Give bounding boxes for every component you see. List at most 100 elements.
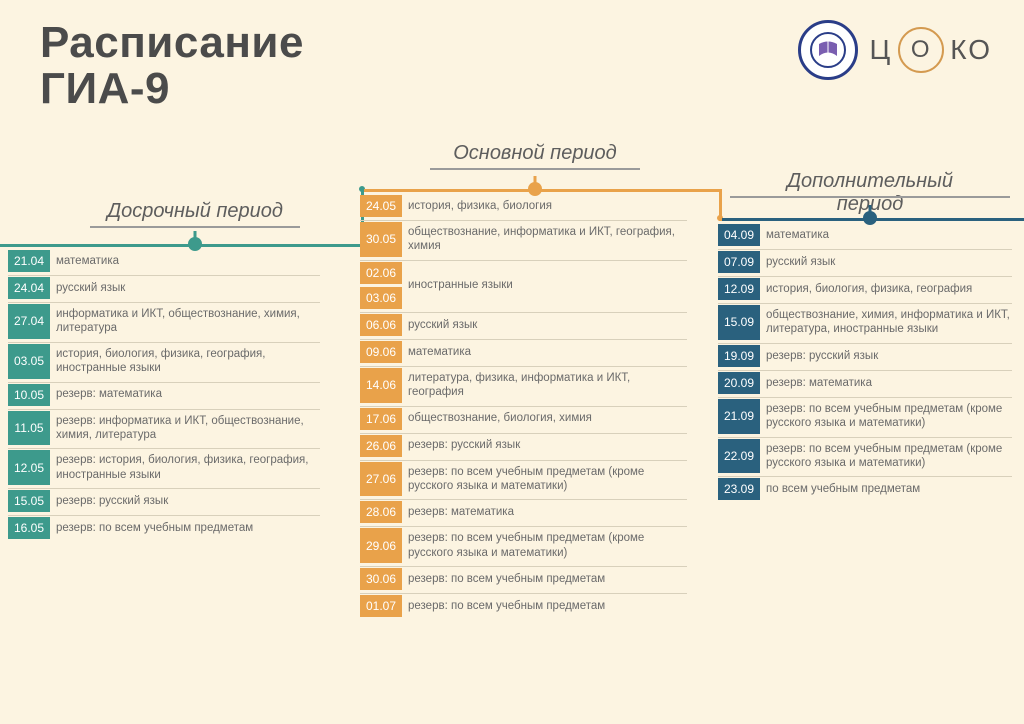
schedule-row: 27.04информатика и ИКТ, обществознание, … — [8, 304, 320, 339]
title-line-2: ГИА-9 — [40, 66, 304, 112]
date-cell: 15.09 — [718, 305, 760, 340]
schedule-row: 15.05резерв: русский язык — [8, 490, 320, 512]
subject-cell: обществознание, биология, химия — [402, 408, 687, 430]
date-cell: 27.04 — [8, 304, 50, 339]
subject-cell: резерв: по всем учебным предметам (кроме… — [402, 528, 687, 563]
timeline-dot-icon — [528, 182, 542, 196]
date-cell: 30.06 — [360, 568, 402, 590]
date-cell: 15.05 — [8, 490, 50, 512]
date-cell: 03.05 — [8, 344, 50, 379]
date-cell: 10.05 — [8, 384, 50, 406]
subject-cell: резерв: история, биология, физика, геогр… — [50, 450, 320, 485]
schedule-row: 21.09резерв: по всем учебным предметам (… — [718, 399, 1012, 434]
subject-cell: литература, физика, информатика и ИКТ, г… — [402, 368, 687, 403]
date-cell: 12.09 — [718, 278, 760, 300]
subject-cell: резерв: русский язык — [760, 345, 1012, 367]
schedule-row: 14.06литература, физика, информатика и И… — [360, 368, 687, 403]
date-cell: 19.09 — [718, 345, 760, 367]
schedule-row: 19.09резерв: русский язык — [718, 345, 1012, 367]
logos: Ц О КО — [798, 20, 993, 80]
schedule-row: 23.09по всем учебным предметам — [718, 478, 1012, 500]
subject-cell: резерв: математика — [50, 384, 320, 406]
schedule-row: 11.05резерв: информатика и ИКТ, общество… — [8, 411, 320, 446]
timeline-dot-icon — [188, 237, 202, 251]
date-cell: 17.06 — [360, 408, 402, 430]
subject-cell: резерв: русский язык — [402, 435, 687, 457]
date-cell: 24.05 — [360, 195, 402, 217]
date-cell: 04.09 — [718, 224, 760, 246]
subject-cell: информатика и ИКТ, обществознание, химия… — [50, 304, 320, 339]
schedule-row: 03.05история, биология, физика, географи… — [8, 344, 320, 379]
date-cell: 03.06 — [360, 287, 402, 309]
date-cell: 27.06 — [360, 462, 402, 497]
date-cell: 29.06 — [360, 528, 402, 563]
period-column: 21.04математика24.04русский язык27.04инф… — [8, 250, 320, 542]
schedule-row: 12.05резерв: история, биология, физика, … — [8, 450, 320, 485]
subject-cell: русский язык — [402, 314, 687, 336]
subject-cell: история, физика, биология — [402, 195, 687, 217]
period-column: 24.05история, физика, биология30.05общес… — [360, 195, 687, 620]
schedule-row: 01.07резерв: по всем учебным предметам — [360, 595, 687, 617]
timeline-dot-icon — [863, 211, 877, 225]
schedule-row: 16.05резерв: по всем учебным предметам — [8, 517, 320, 539]
subject-cell: история, биология, физика, география, ин… — [50, 344, 320, 379]
date-cell: 11.05 — [8, 411, 50, 446]
period-title: Досрочный период — [107, 200, 283, 223]
schedule-row: 12.09история, биология, физика, географи… — [718, 278, 1012, 300]
schedule-row: 02.06 03.06иностранные языки — [360, 262, 687, 309]
date-cell: 14.06 — [360, 368, 402, 403]
date-cell: 21.09 — [718, 399, 760, 434]
date-cell: 01.07 — [360, 595, 402, 617]
schedule-row: 21.04математика — [8, 250, 320, 272]
date-cell: 02.06 — [360, 262, 402, 284]
date-cell: 12.05 — [8, 450, 50, 485]
date-cell: 09.06 — [360, 341, 402, 363]
schedule-row: 15.09обществознание, химия, информатика … — [718, 305, 1012, 340]
schedule-row: 24.05история, физика, биология — [360, 195, 687, 217]
schedule-row: 30.06резерв: по всем учебным предметам — [360, 568, 687, 590]
schedule-row: 27.06резерв: по всем учебным предметам (… — [360, 462, 687, 497]
schedule-row: 04.09математика — [718, 224, 1012, 246]
schedule-row: 10.05резерв: математика — [8, 384, 320, 406]
subject-cell: математика — [50, 250, 320, 272]
subject-cell: резерв: по всем учебным предметам — [402, 595, 687, 617]
date-cell: 20.09 — [718, 372, 760, 394]
schedule-row: 28.06резерв: математика — [360, 501, 687, 523]
schedule-row: 24.04русский язык — [8, 277, 320, 299]
subject-cell: резерв: математика — [760, 372, 1012, 394]
period-column: 04.09математика07.09русский язык12.09ист… — [718, 224, 1012, 503]
date-cell: 06.06 — [360, 314, 402, 336]
subject-cell: резерв: по всем учебным предметам — [50, 517, 320, 539]
schedule-row: 17.06обществознание, биология, химия — [360, 408, 687, 430]
date-cell: 24.04 — [8, 277, 50, 299]
coko-logo: Ц О КО — [870, 27, 993, 73]
subject-cell: обществознание, химия, информатика и ИКТ… — [760, 305, 1012, 340]
schedule-row: 09.06математика — [360, 341, 687, 363]
subject-cell: резерв: русский язык — [50, 490, 320, 512]
subject-cell: резерв: по всем учебным предметам — [402, 568, 687, 590]
subject-cell: русский язык — [50, 277, 320, 299]
subject-cell: русский язык — [760, 251, 1012, 273]
date-cell: 16.05 — [8, 517, 50, 539]
date-cell: 23.09 — [718, 478, 760, 500]
title-line-1: Расписание — [40, 20, 304, 66]
coko-prefix: Ц — [870, 34, 893, 66]
subject-cell: резерв: по всем учебным предметам (кроме… — [760, 439, 1012, 474]
subject-cell: математика — [760, 224, 1012, 246]
schedule-row: 06.06русский язык — [360, 314, 687, 336]
subject-cell: резерв: информатика и ИКТ, обществознани… — [50, 411, 320, 446]
header: Расписание ГИА-9 Ц О КО — [0, 20, 1024, 112]
date-cell: 21.04 — [8, 250, 50, 272]
period-title: Основной период — [453, 142, 617, 165]
subject-cell: резерв: по всем учебным предметам (кроме… — [402, 462, 687, 497]
date-cell: 30.05 — [360, 222, 402, 257]
date-cell: 07.09 — [718, 251, 760, 273]
subject-cell: резерв: математика — [402, 501, 687, 523]
schedule-row: 29.06резерв: по всем учебным предметам (… — [360, 528, 687, 563]
subject-cell: математика — [402, 341, 687, 363]
subject-cell: иностранные языки — [402, 262, 687, 309]
schedule-row: 30.05обществознание, информатика и ИКТ, … — [360, 222, 687, 257]
coko-suffix: КО — [950, 34, 992, 66]
ministry-logo-icon — [798, 20, 858, 80]
subject-cell: резерв: по всем учебным предметам (кроме… — [760, 399, 1012, 434]
